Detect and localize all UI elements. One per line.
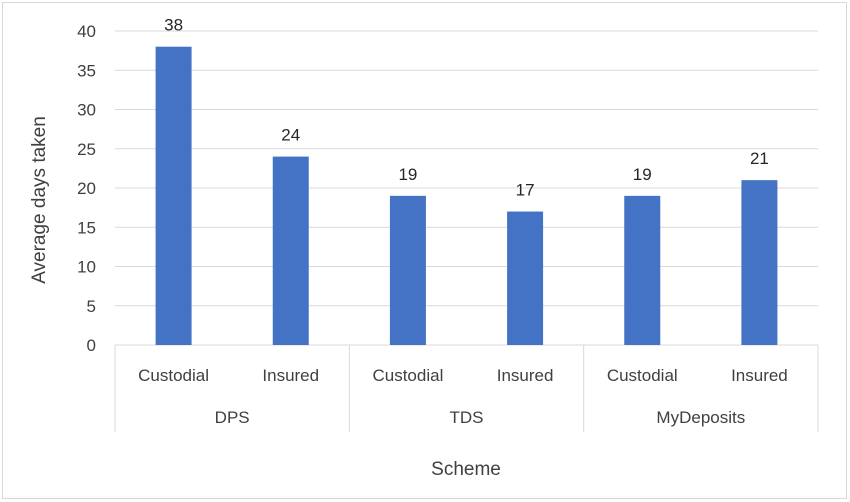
x-group-label: MyDeposits <box>656 408 745 427</box>
x-category-label: Custodial <box>372 366 443 385</box>
data-label: 38 <box>164 16 183 35</box>
y-tick-label: 5 <box>87 297 96 316</box>
data-label: 17 <box>516 181 535 200</box>
bar <box>389 195 426 345</box>
x-category-label: Insured <box>262 366 319 385</box>
x-category-label: Insured <box>731 366 788 385</box>
y-tick-label: 20 <box>77 179 96 198</box>
data-labels: 38 24 19 17 19 21 <box>164 16 769 200</box>
bars <box>155 46 778 345</box>
y-tick-label: 40 <box>77 22 96 41</box>
y-tick-label: 30 <box>77 101 96 120</box>
bar <box>507 211 544 345</box>
data-label: 21 <box>750 149 769 168</box>
x-axis-title: Scheme <box>431 459 501 480</box>
x-category-label: Custodial <box>138 366 209 385</box>
bar <box>624 195 661 345</box>
x-group-label: TDS <box>450 408 484 427</box>
x-category-label: Custodial <box>607 366 678 385</box>
y-tick-label: 25 <box>77 140 96 159</box>
x-axis: Custodial Insured Custodial Insured Custodia… <box>114 345 819 432</box>
y-tick-label: 10 <box>77 258 96 277</box>
bar <box>155 46 192 345</box>
y-axis-ticks: 0 5 10 15 20 25 30 35 40 <box>77 22 96 355</box>
y-axis-title: Average days taken <box>29 116 50 284</box>
x-group-label: DPS <box>215 408 250 427</box>
gridlines <box>115 30 818 346</box>
data-label: 24 <box>281 126 300 145</box>
bar <box>272 156 309 345</box>
data-label: 19 <box>398 165 417 184</box>
y-tick-label: 15 <box>77 218 96 237</box>
y-tick-label: 0 <box>87 336 96 355</box>
y-tick-label: 35 <box>77 61 96 80</box>
bar <box>741 180 778 345</box>
data-label: 19 <box>633 165 652 184</box>
x-category-label: Insured <box>497 366 554 385</box>
